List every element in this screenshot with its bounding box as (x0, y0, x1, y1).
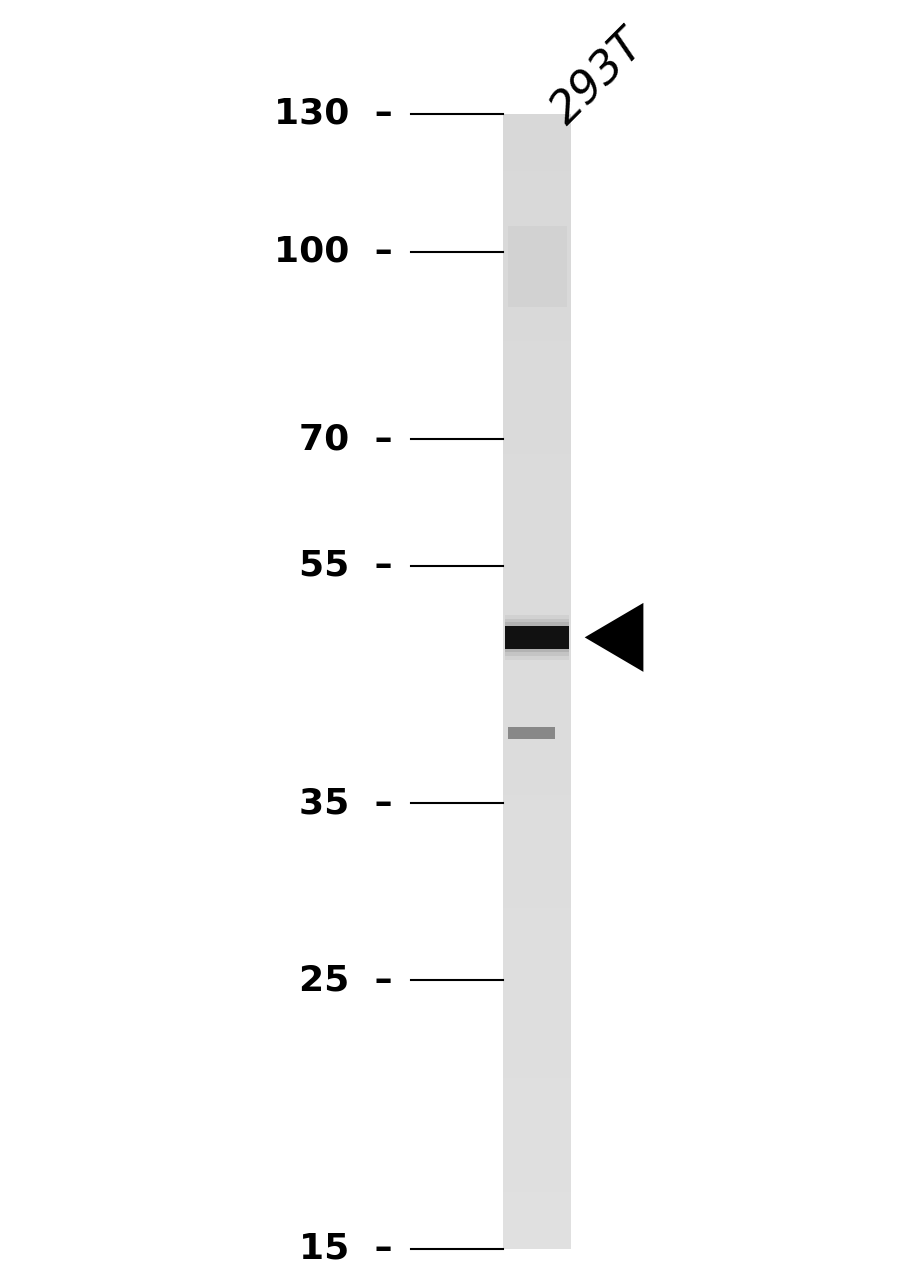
Bar (503, 454, 571, 511)
Text: 100  –: 100 – (273, 234, 392, 269)
Bar (503, 114, 571, 170)
Bar (505, 614, 568, 660)
Bar (503, 114, 571, 1249)
Text: 130  –: 130 – (273, 97, 392, 131)
Bar (503, 568, 571, 625)
Bar (503, 1135, 571, 1192)
Text: 55  –: 55 – (299, 549, 392, 582)
Bar (503, 170, 571, 228)
Bar (507, 727, 555, 740)
Bar (505, 626, 568, 649)
Bar (503, 228, 571, 284)
Bar (503, 1079, 571, 1135)
Bar (503, 851, 571, 909)
Bar (503, 398, 571, 454)
Bar (503, 909, 571, 965)
Text: 35  –: 35 – (299, 786, 392, 820)
Bar (507, 227, 566, 307)
Text: 70  –: 70 – (299, 422, 392, 456)
Bar (503, 625, 571, 681)
Text: 15  –: 15 – (299, 1231, 392, 1266)
Bar (503, 1021, 571, 1079)
Bar (503, 340, 571, 398)
Bar (503, 739, 571, 795)
Bar (505, 618, 568, 657)
Text: 25  –: 25 – (299, 963, 392, 997)
Bar (503, 681, 571, 739)
Bar (505, 622, 568, 653)
Bar (503, 284, 571, 340)
Bar (503, 511, 571, 568)
Text: 293T: 293T (542, 23, 652, 133)
Bar (503, 965, 571, 1021)
Bar (503, 1192, 571, 1249)
Bar (503, 795, 571, 851)
Polygon shape (584, 603, 642, 672)
